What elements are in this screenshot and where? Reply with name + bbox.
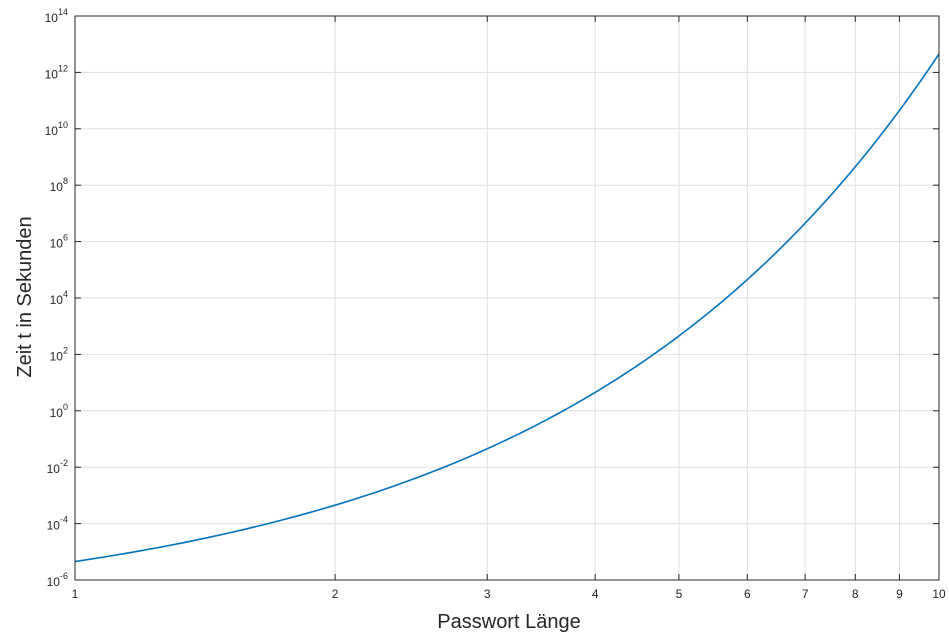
y-tick-base: 10: [50, 237, 64, 251]
y-tick-exponent: 4: [63, 289, 68, 299]
y-tick-label: 108: [50, 176, 68, 194]
y-tick-label: 10-6: [47, 571, 68, 589]
y-tick-exponent: 0: [63, 402, 68, 412]
x-tick-label: 6: [744, 587, 751, 601]
y-tick-base: 10: [50, 180, 64, 194]
y-tick-exponent: -4: [60, 515, 68, 525]
x-axis-title: Passwort Länge: [437, 611, 580, 633]
y-tick-exponent: -2: [60, 458, 68, 468]
y-tick-exponent: -6: [60, 571, 68, 581]
y-tick-label: 102: [50, 345, 68, 363]
tick-marks: [74, 15, 940, 581]
y-tick-base: 10: [45, 67, 59, 81]
y-tick-label: 1014: [45, 7, 68, 25]
x-tick-label: 4: [592, 587, 599, 601]
y-axis-title: Zeit t in Sekunden: [14, 216, 36, 377]
series-layer: [74, 53, 940, 563]
x-tick-label: 5: [676, 587, 683, 601]
y-tick-base: 10: [50, 349, 64, 363]
y-tick-label: 100: [50, 402, 68, 420]
y-tick-label: 10-2: [47, 458, 68, 476]
y-tick-base: 10: [47, 519, 61, 533]
y-tick-exponent: 2: [63, 345, 68, 355]
x-tick-label: 2: [332, 587, 339, 601]
y-tick-label: 10-4: [47, 515, 68, 533]
y-tick-base: 10: [47, 575, 61, 589]
y-tick-base: 10: [47, 462, 61, 476]
grid: [74, 15, 940, 581]
y-tick-exponent: 8: [63, 176, 68, 186]
x-tick-label: 8: [852, 587, 859, 601]
y-tick-exponent: 6: [63, 233, 68, 243]
y-tick-label: 104: [50, 289, 68, 307]
series-line-0: [74, 53, 940, 563]
y-tick-exponent: 10: [58, 120, 68, 130]
x-tick-label: 3: [484, 587, 491, 601]
x-tick-label: 9: [896, 587, 903, 601]
y-tick-base: 10: [50, 293, 64, 307]
x-tick-label: 1: [72, 587, 79, 601]
y-tick-label: 1012: [45, 63, 68, 81]
x-tick-label: 10: [932, 587, 946, 601]
y-tick-label: 106: [50, 233, 68, 251]
y-tick-label: 1010: [45, 120, 68, 138]
y-tick-exponent: 12: [58, 63, 68, 73]
y-tick-base: 10: [45, 11, 59, 25]
y-tick-base: 10: [45, 124, 59, 138]
x-axis-tick-labels: 1 2 3 4 5 6 7 8 9 10: [72, 587, 946, 601]
x-tick-label: 7: [802, 587, 809, 601]
y-tick-exponent: 14: [58, 7, 68, 17]
y-tick-base: 10: [50, 406, 64, 420]
